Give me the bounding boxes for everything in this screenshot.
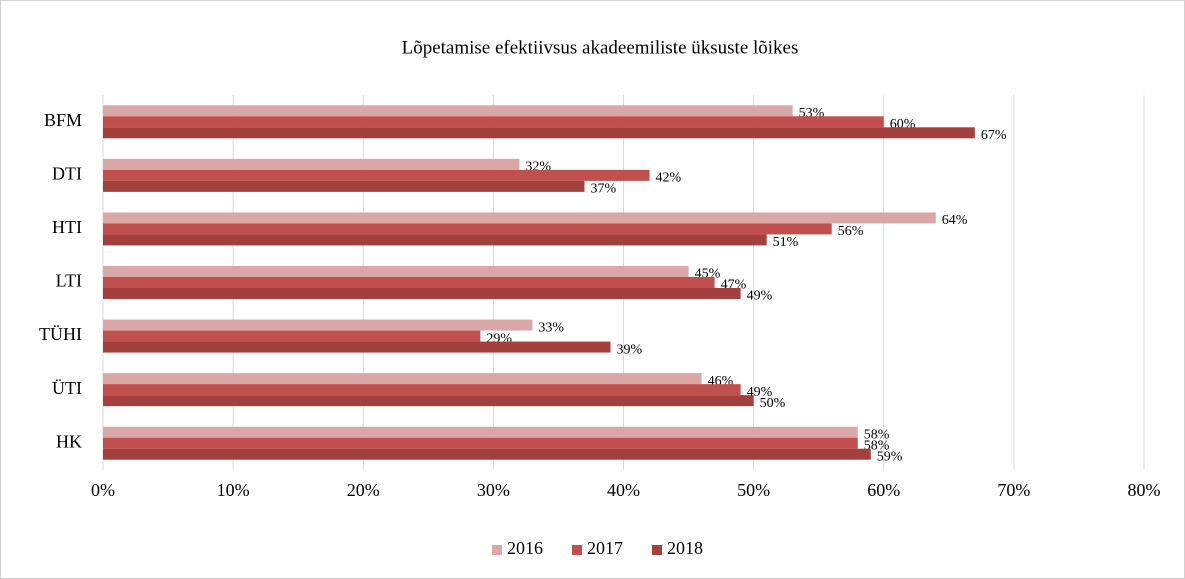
bar (103, 395, 754, 407)
x-tick-label: 30% (477, 480, 510, 500)
legend-swatch (652, 545, 662, 555)
bar (103, 373, 702, 385)
x-tick-label: 80% (1128, 480, 1161, 500)
y-tick-label: DTI (52, 163, 82, 183)
bar (103, 288, 741, 299)
chart-title: Lõpetamise efektiivsus akadeemiliste üks… (402, 37, 799, 58)
x-tick-label: 70% (997, 480, 1030, 500)
bar (103, 169, 650, 181)
bar (103, 277, 715, 288)
data-label: 33% (538, 320, 564, 335)
y-tick-label: HK (56, 431, 82, 451)
bar (103, 448, 871, 460)
x-tick-label: 20% (347, 480, 380, 500)
x-tick-label: 0% (91, 480, 115, 500)
legend-swatch (572, 545, 582, 555)
data-label: 64% (942, 213, 968, 228)
data-label: 51% (773, 235, 799, 250)
data-label: 56% (838, 224, 864, 239)
bar (103, 212, 936, 224)
bar (103, 341, 611, 353)
x-tick-label: 10% (217, 480, 250, 500)
bar (103, 330, 481, 342)
data-label: 59% (877, 449, 903, 464)
legend-swatch (492, 545, 502, 555)
y-tick-label: TÜHI (39, 324, 82, 344)
x-tick-label: 40% (607, 480, 640, 500)
data-label: 67% (981, 128, 1007, 143)
data-label: 42% (656, 171, 682, 186)
data-label: 39% (616, 342, 642, 357)
bar (103, 127, 975, 139)
bar (103, 223, 832, 235)
y-tick-label: BFM (44, 110, 82, 130)
bar (103, 384, 741, 396)
bar (103, 266, 689, 277)
legend-label: 2017 (587, 538, 623, 558)
y-tick-label: LTI (56, 271, 82, 291)
data-label: 37% (590, 182, 616, 197)
data-label: 49% (747, 289, 773, 304)
bar (103, 437, 858, 449)
legend-label: 2016 (507, 538, 543, 558)
bar (103, 105, 793, 117)
legend-label: 2018 (667, 538, 703, 558)
x-tick-label: 50% (737, 480, 770, 500)
bar (103, 116, 884, 128)
bar (103, 426, 858, 438)
data-label: 50% (760, 396, 786, 411)
bar (103, 158, 520, 170)
bar (103, 234, 767, 246)
bar (103, 180, 585, 192)
y-tick-label: HTI (52, 217, 82, 237)
bar (103, 319, 533, 331)
x-tick-label: 60% (867, 480, 900, 500)
y-tick-label: ÜTI (52, 378, 82, 398)
data-label: 58% (864, 427, 890, 442)
